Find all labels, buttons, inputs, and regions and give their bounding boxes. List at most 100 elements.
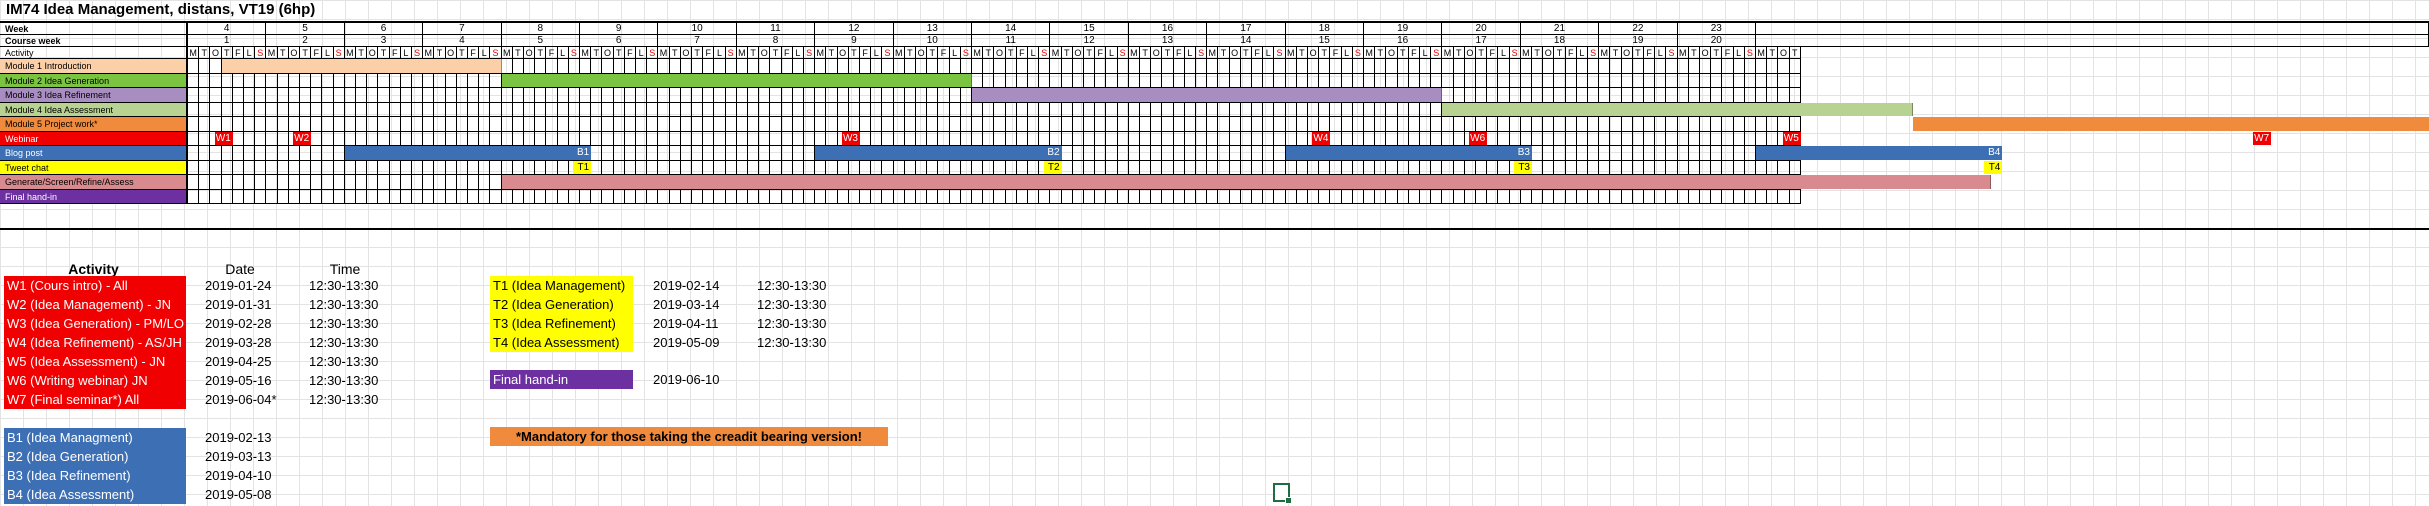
grid-cell[interactable] xyxy=(1442,160,1454,175)
grid-cell[interactable] xyxy=(1274,131,1286,146)
grid-cell[interactable] xyxy=(1554,160,1566,175)
grid-cell[interactable] xyxy=(535,117,547,132)
grid-cell[interactable] xyxy=(1285,189,1297,204)
grid-cell[interactable] xyxy=(255,88,267,103)
grid-cell[interactable] xyxy=(927,88,939,103)
grid-cell[interactable] xyxy=(848,59,860,74)
grid-cell[interactable] xyxy=(703,59,715,74)
grid-cell[interactable] xyxy=(1767,88,1779,103)
day-letter-cell[interactable]: O xyxy=(1229,47,1241,59)
grid-cell[interactable] xyxy=(232,131,244,146)
grid-cell[interactable] xyxy=(1532,73,1544,88)
day-letter-cell[interactable]: F xyxy=(1095,47,1107,59)
grid-cell[interactable] xyxy=(647,88,659,103)
grid-cell[interactable] xyxy=(1744,88,1756,103)
grid-cell[interactable] xyxy=(736,189,748,204)
grid-cell[interactable] xyxy=(1207,117,1219,132)
grid-cell[interactable] xyxy=(1666,59,1678,74)
grid-cell[interactable] xyxy=(669,59,681,74)
day-letter-cell[interactable]: L xyxy=(1420,47,1432,59)
grid-cell[interactable] xyxy=(669,117,681,132)
grid-cell[interactable] xyxy=(1095,189,1107,204)
grid-cell[interactable] xyxy=(1218,146,1230,161)
grid-cell[interactable] xyxy=(546,59,558,74)
grid-cell[interactable] xyxy=(255,73,267,88)
webinar-legend-time[interactable]: 12:30-13:30 xyxy=(309,278,379,293)
grid-cell[interactable] xyxy=(770,131,782,146)
grid-cell[interactable] xyxy=(882,59,894,74)
grid-cell[interactable] xyxy=(848,189,860,204)
grid-cell[interactable] xyxy=(602,88,614,103)
week-header-cell[interactable]: 8 xyxy=(501,23,580,35)
grid-cell[interactable] xyxy=(546,160,558,175)
grid-cell[interactable] xyxy=(1588,131,1600,146)
grid-cell[interactable] xyxy=(1084,131,1096,146)
day-letter-cell[interactable]: T xyxy=(1162,47,1174,59)
day-letter-cell[interactable]: M xyxy=(1128,47,1140,59)
course-week-header-cell[interactable]: 14 xyxy=(1207,35,1286,47)
grid-cell[interactable] xyxy=(1576,146,1588,161)
grid-cell[interactable] xyxy=(1543,146,1555,161)
grid-cell[interactable] xyxy=(1274,189,1286,204)
grid-cell[interactable] xyxy=(1173,102,1185,117)
grid-cell[interactable] xyxy=(692,88,704,103)
grid-cell[interactable] xyxy=(636,102,648,117)
grid-cell[interactable] xyxy=(815,189,827,204)
day-letter-cell[interactable]: T xyxy=(1688,47,1700,59)
grid-cell[interactable] xyxy=(1319,117,1331,132)
grid-cell[interactable] xyxy=(1476,160,1488,175)
grid-cell[interactable] xyxy=(602,117,614,132)
grid-cell[interactable] xyxy=(456,189,468,204)
grid-cell[interactable] xyxy=(1778,189,1790,204)
day-letter-cell[interactable]: S xyxy=(1588,47,1600,59)
grid-cell[interactable] xyxy=(1072,189,1084,204)
grid-cell[interactable] xyxy=(468,88,480,103)
grid-cell[interactable] xyxy=(1263,102,1275,117)
grid-cell[interactable] xyxy=(1375,102,1387,117)
grid-cell[interactable] xyxy=(1173,131,1185,146)
grid-cell[interactable] xyxy=(1632,146,1644,161)
grid-cell[interactable] xyxy=(658,146,670,161)
grid-cell[interactable] xyxy=(602,146,614,161)
day-letter-cell[interactable]: F xyxy=(1408,47,1420,59)
grid-cell[interactable] xyxy=(512,102,524,117)
grid-cell[interactable] xyxy=(949,102,961,117)
grid-cell[interactable] xyxy=(1106,117,1118,132)
grid-cell[interactable] xyxy=(1128,73,1140,88)
day-letter-cell[interactable]: S xyxy=(1431,47,1443,59)
day-letter-cell[interactable]: O xyxy=(994,47,1006,59)
grid-cell[interactable] xyxy=(1778,73,1790,88)
grid-cell[interactable] xyxy=(1263,73,1275,88)
grid-cell[interactable] xyxy=(1084,117,1096,132)
grid-cell[interactable] xyxy=(1621,131,1633,146)
grid-cell[interactable] xyxy=(445,175,457,190)
webinar-legend-date[interactable]: 2019-06-04* xyxy=(205,392,277,407)
grid-cell[interactable] xyxy=(445,102,457,117)
grid-cell[interactable] xyxy=(356,160,368,175)
grid-cell[interactable] xyxy=(1476,59,1488,74)
grid-cell[interactable] xyxy=(759,160,771,175)
grid-cell[interactable] xyxy=(736,160,748,175)
grid-cell[interactable] xyxy=(669,131,681,146)
grid-cell[interactable] xyxy=(1252,102,1264,117)
grid-cell[interactable] xyxy=(1767,131,1779,146)
grid-cell[interactable] xyxy=(624,146,636,161)
grid-cell[interactable] xyxy=(781,88,793,103)
grid-cell[interactable] xyxy=(994,117,1006,132)
grid-cell[interactable] xyxy=(479,131,491,146)
day-letter-cell[interactable]: T xyxy=(692,47,704,59)
grid-cell[interactable] xyxy=(1733,146,1745,161)
grid-cell[interactable] xyxy=(770,59,782,74)
grid-cell[interactable] xyxy=(288,73,300,88)
grid-cell[interactable] xyxy=(837,88,849,103)
grid-cell[interactable] xyxy=(322,117,334,132)
grid-cell[interactable] xyxy=(792,160,804,175)
grid-cell[interactable] xyxy=(1767,189,1779,204)
grid-cell[interactable] xyxy=(949,59,961,74)
grid-cell[interactable] xyxy=(1722,73,1734,88)
day-letter-cell[interactable]: M xyxy=(1050,47,1062,59)
grid-cell[interactable] xyxy=(1016,160,1028,175)
day-letter-cell[interactable]: O xyxy=(367,47,379,59)
grid-cell[interactable] xyxy=(423,175,435,190)
grid-cell[interactable] xyxy=(781,146,793,161)
